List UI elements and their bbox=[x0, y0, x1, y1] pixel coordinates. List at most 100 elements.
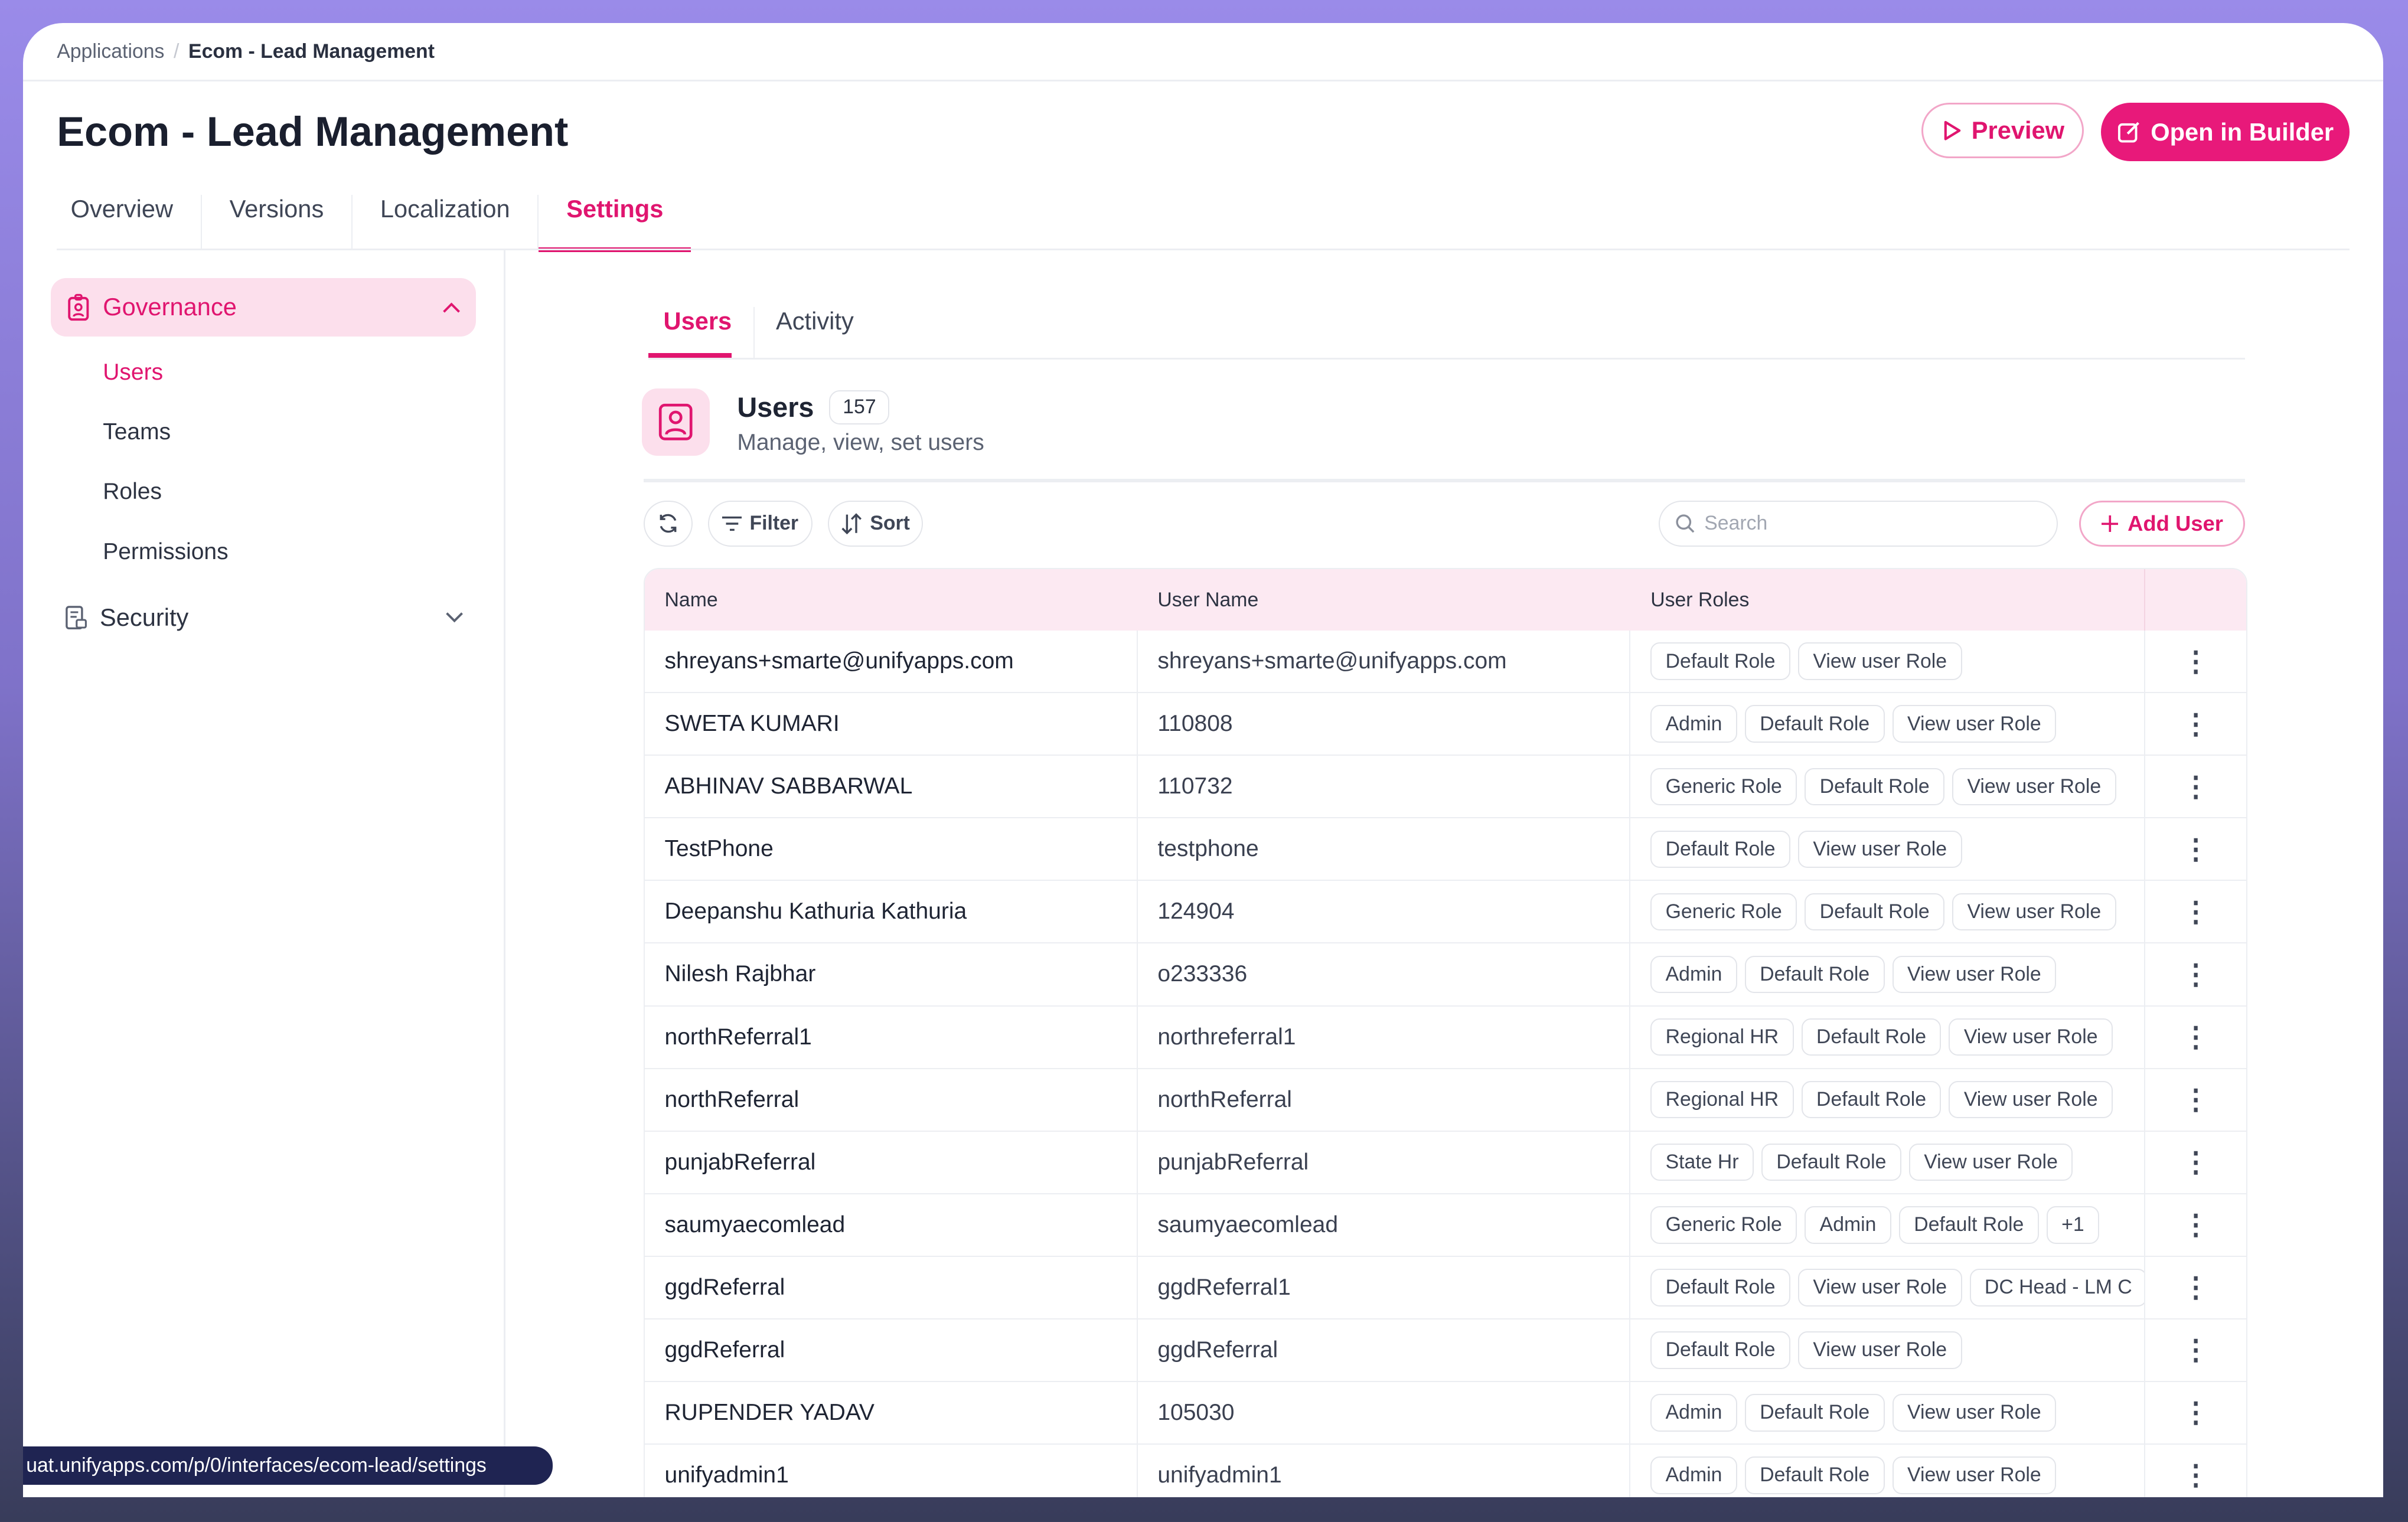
table-row[interactable]: ABHINAV SABBARWAL 110732 Generic Role Def… bbox=[644, 756, 2247, 819]
table-row[interactable]: northReferral northReferral Regional HR D… bbox=[644, 1069, 2247, 1132]
table-row[interactable]: unifyadmin1 unifyadmin1 Admin Default Rol… bbox=[645, 1444, 2247, 1497]
cell-name: ggdReferral bbox=[645, 1319, 1138, 1381]
role-chip: Admin bbox=[1650, 1393, 1737, 1432]
role-chip: View user Role bbox=[1952, 893, 2116, 931]
search-input[interactable]: Search bbox=[1658, 500, 2058, 547]
table-row[interactable]: RUPENDER YADAV 105030 Admin Default Role V… bbox=[644, 1381, 2247, 1445]
role-chip: Generic Role bbox=[1650, 1206, 1797, 1244]
row-menu-button[interactable]: ⋮ bbox=[2145, 1007, 2247, 1068]
users-table: Name User Name User Roles shreyans+smart… bbox=[643, 568, 2248, 1497]
sort-button[interactable]: Sort bbox=[827, 500, 924, 547]
cell-user-roles: Default Role View user Role bbox=[1630, 631, 2145, 693]
table-row[interactable]: Deepanshu Kathuria Kathuria 124904 Gener… bbox=[644, 881, 2247, 944]
breadcrumb: Applications / Ecom - Lead Management bbox=[57, 40, 435, 63]
role-chip: Default Role bbox=[1801, 1018, 1942, 1056]
tab-localization[interactable]: Localization bbox=[351, 195, 537, 250]
cell-name: punjabReferral bbox=[645, 1131, 1138, 1193]
role-chip: View user Role bbox=[1798, 642, 1962, 681]
cell-user-roles: Admin Default Role View user Role bbox=[1630, 1444, 2145, 1497]
more-vertical-icon: ⋮ bbox=[2182, 1209, 2210, 1240]
table-row[interactable]: Nilesh Rajbhar o233336 Admin Default Role… bbox=[644, 943, 2247, 1007]
divider bbox=[57, 249, 2350, 250]
badge-icon bbox=[68, 293, 89, 321]
row-menu-button[interactable]: ⋮ bbox=[2145, 1319, 2247, 1381]
role-chip: View user Role bbox=[1892, 1393, 2057, 1432]
role-chip: Regional HR bbox=[1650, 1080, 1794, 1119]
role-chip: View user Role bbox=[1908, 1143, 2073, 1181]
chevron-up-icon bbox=[443, 302, 460, 313]
sidebar-group-security[interactable]: Security bbox=[64, 603, 464, 632]
open-in-builder-label: Open in Builder bbox=[2151, 117, 2334, 146]
row-menu-button[interactable]: ⋮ bbox=[2145, 1382, 2247, 1443]
column-header-user-roles[interactable]: User Roles bbox=[1630, 569, 2145, 631]
cell-name: TestPhone bbox=[645, 818, 1138, 880]
filter-button[interactable]: Filter bbox=[707, 500, 813, 547]
preview-button[interactable]: Preview bbox=[1921, 103, 2084, 158]
column-header-username[interactable]: User Name bbox=[1157, 588, 1259, 611]
row-menu-button[interactable]: ⋮ bbox=[2145, 1069, 2247, 1131]
more-vertical-icon: ⋮ bbox=[2182, 1021, 2210, 1053]
column-header-actions bbox=[2145, 569, 2247, 631]
cell-name: ggdReferral bbox=[645, 1256, 1138, 1318]
row-menu-button[interactable]: ⋮ bbox=[2145, 1132, 2247, 1193]
cell-name: northReferral1 bbox=[645, 1006, 1138, 1068]
column-header-name[interactable]: Name bbox=[664, 588, 718, 611]
users-title: Users 157 bbox=[737, 390, 890, 425]
cell-user-roles: Admin Default Role View user Role bbox=[1630, 693, 2145, 755]
tab-versions[interactable]: Versions bbox=[200, 195, 351, 250]
role-chip: View user Role bbox=[1949, 1080, 2113, 1119]
add-user-button[interactable]: Add User bbox=[2079, 500, 2246, 547]
row-menu-button[interactable]: ⋮ bbox=[2145, 1194, 2247, 1256]
role-chip: Admin bbox=[1650, 705, 1737, 743]
row-menu-button[interactable]: ⋮ bbox=[2145, 943, 2247, 1005]
sidebar-item-permissions[interactable]: Permissions bbox=[103, 538, 229, 564]
sidebar-group-governance[interactable]: Governance bbox=[50, 277, 477, 337]
role-chip: Regional HR bbox=[1650, 1018, 1794, 1056]
subtab-users[interactable]: Users bbox=[648, 307, 753, 358]
table-row[interactable]: shreyans+smarte@unifyapps.com shreyans+s… bbox=[644, 631, 2247, 694]
open-in-builder-button[interactable]: Open in Builder bbox=[2100, 103, 2350, 162]
row-menu-button[interactable]: ⋮ bbox=[2145, 1445, 2247, 1497]
sidebar-item-users[interactable]: Users bbox=[103, 359, 164, 385]
cell-username: unifyadmin1 bbox=[1138, 1444, 1631, 1497]
sidebar-item-teams[interactable]: Teams bbox=[103, 419, 171, 445]
row-menu-button[interactable]: ⋮ bbox=[2145, 881, 2247, 942]
edit-icon bbox=[2117, 122, 2139, 143]
table-row[interactable]: TestPhone testphone Default Role View use… bbox=[644, 818, 2247, 881]
tab-settings[interactable]: Settings bbox=[537, 195, 691, 252]
cell-username: ggdReferral1 bbox=[1138, 1256, 1631, 1318]
cell-username: shreyans+smarte@unifyapps.com bbox=[1138, 631, 1631, 693]
role-chip: View user Role bbox=[1949, 1018, 2113, 1056]
refresh-icon bbox=[660, 514, 677, 533]
row-menu-button[interactable]: ⋮ bbox=[2145, 1257, 2247, 1318]
more-vertical-icon: ⋮ bbox=[2182, 770, 2210, 802]
table-row[interactable]: saumyaecomlead saumyaecomlead Generic Ro… bbox=[644, 1194, 2247, 1257]
role-chip: DC Head - LM C bbox=[1969, 1268, 2144, 1307]
role-chip: +1 bbox=[2046, 1206, 2100, 1244]
refresh-button[interactable] bbox=[643, 500, 693, 547]
breadcrumb-applications[interactable]: Applications bbox=[57, 40, 165, 63]
cell-user-roles: Generic Role Default Role View user Role bbox=[1630, 881, 2145, 943]
search-icon bbox=[1676, 514, 1695, 533]
row-menu-button[interactable]: ⋮ bbox=[2145, 693, 2247, 755]
row-menu-button[interactable]: ⋮ bbox=[2145, 631, 2247, 692]
table-row[interactable]: punjabReferral punjabReferral State Hr De… bbox=[644, 1131, 2247, 1194]
breadcrumb-separator: / bbox=[174, 40, 180, 63]
subtab-activity[interactable]: Activity bbox=[753, 307, 876, 358]
row-menu-button[interactable]: ⋮ bbox=[2145, 818, 2247, 880]
cell-username: testphone bbox=[1138, 818, 1631, 880]
sidebar-item-roles[interactable]: Roles bbox=[103, 479, 162, 505]
role-chip: View user Role bbox=[1892, 1456, 2057, 1494]
more-vertical-icon: ⋮ bbox=[2182, 959, 2210, 990]
table-row[interactable]: ggdReferral ggdReferral Default Role View… bbox=[644, 1319, 2247, 1382]
cell-name: ABHINAV SABBARWAL bbox=[645, 756, 1138, 818]
more-vertical-icon: ⋮ bbox=[2182, 1397, 2210, 1428]
cell-name: RUPENDER YADAV bbox=[645, 1381, 1138, 1443]
more-vertical-icon: ⋮ bbox=[2182, 1334, 2210, 1366]
table-row[interactable]: ggdReferral ggdReferral1 Default Role Vie… bbox=[644, 1256, 2247, 1319]
tab-overview[interactable]: Overview bbox=[70, 195, 174, 223]
table-row[interactable]: SWETA KUMARI 110808 Admin Default Role Vie… bbox=[644, 693, 2247, 756]
table-row[interactable]: northReferral1 northreferral1 Regional H… bbox=[644, 1006, 2247, 1069]
row-menu-button[interactable]: ⋮ bbox=[2145, 756, 2247, 817]
cell-username: 110732 bbox=[1138, 756, 1631, 818]
